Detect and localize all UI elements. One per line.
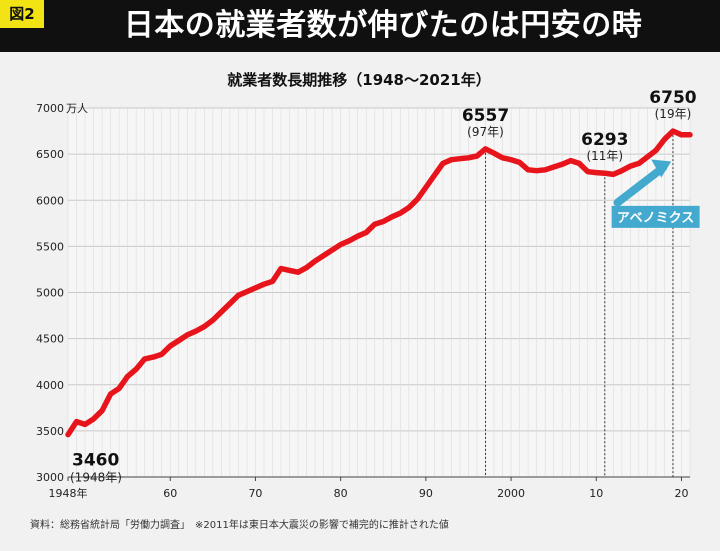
annotation-value: 6750 (649, 88, 696, 108)
annotation-year: (97年) (467, 125, 504, 139)
y-tick-label: 4500 (36, 333, 64, 346)
y-unit-label: 万人 (66, 102, 88, 115)
figure-badge: 図2 (0, 0, 44, 28)
x-tick-label: 1948年 (49, 486, 88, 500)
y-tick-label: 3000 (36, 471, 64, 484)
x-tick-label: 70 (248, 487, 262, 500)
guide-lines (485, 131, 674, 477)
y-tick-label: 6500 (36, 148, 64, 161)
y-tick-label: 5000 (36, 287, 64, 300)
annotation-value: 6293 (581, 130, 628, 150)
annotation-value: 6557 (462, 106, 509, 126)
y-tick-label: 6000 (36, 194, 64, 207)
annotation-year: (11年) (586, 149, 623, 163)
callout-arrow-head (651, 159, 672, 178)
grid (67, 107, 691, 478)
y-tick-label: 3500 (36, 425, 64, 438)
x-tick-label: 90 (419, 487, 433, 500)
x-tick-label: 2000 (497, 487, 525, 500)
callout-label: アベノミクス (617, 211, 694, 226)
x-tick-label: 20 (674, 487, 688, 500)
annotations: 3460(1948年) 6557(97年) 6293(11年) 6750(19年) (70, 88, 697, 485)
annotation-year: (1948年) (70, 471, 122, 485)
y-tick-label: 4000 (36, 379, 64, 392)
abenomics-callout: アベノミクス (611, 159, 700, 228)
chart-title: 就業者数長期推移（1948～2021年） (227, 71, 491, 89)
axes: 3000 3500 4000 4500 5000 5500 6000 6500 7000 万人 19… (36, 102, 690, 500)
x-tick-label: 60 (163, 487, 177, 500)
y-tick-label: 5500 (36, 240, 64, 253)
headline: 日本の就業者数が伸びたのは円安の時 (123, 8, 643, 43)
series (65, 128, 693, 438)
annotation-year: (19年) (655, 107, 692, 121)
x-tick-label: 80 (334, 487, 348, 500)
y-tick-label: 7000 (36, 102, 64, 115)
callout-label-box (611, 205, 700, 228)
source-note: 資料：総務省統計局「労働力調査」 ※2011年は東日本大震災の影響で補完的に推計… (30, 518, 449, 531)
x-tick-label: 10 (589, 487, 603, 500)
annotation-value: 3460 (72, 451, 119, 471)
header-bar: 図2 日本の就業者数が伸びたのは円安の時 (0, 0, 720, 52)
line-chart: 就業者数長期推移（1948～2021年） 3000 3500 4000 4500 500… (30, 71, 700, 531)
callout-arrow-shaft (613, 163, 668, 207)
series-line-employed (65, 128, 693, 438)
